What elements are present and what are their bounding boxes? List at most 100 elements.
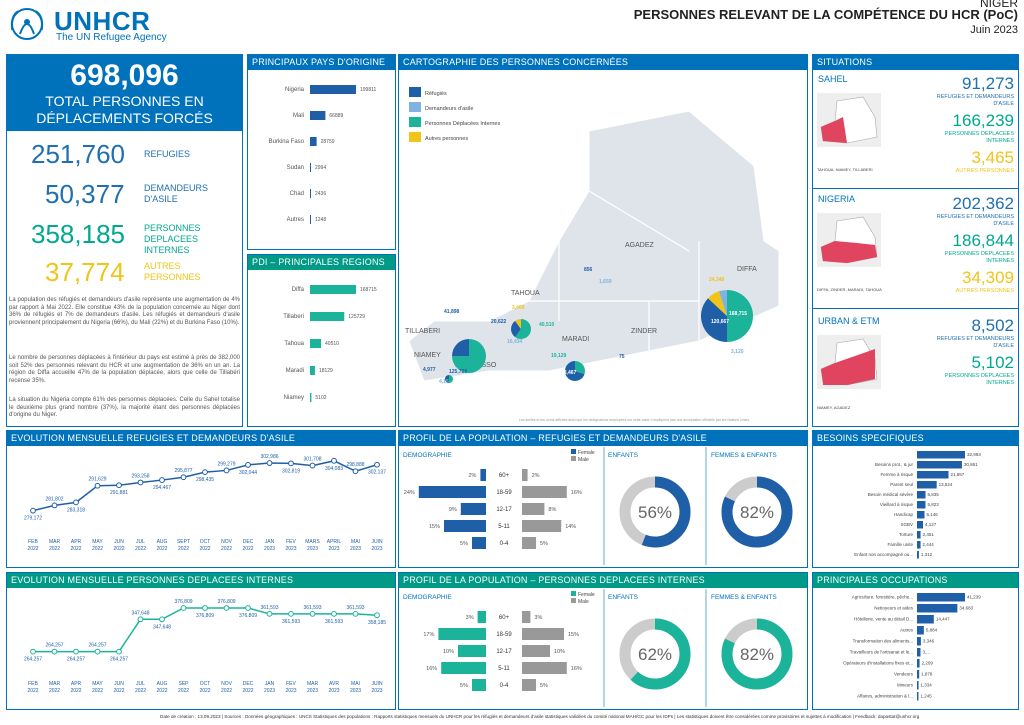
male-pct: 10% (554, 649, 565, 655)
month-label: FEV (286, 681, 296, 687)
trend-point (30, 507, 36, 514)
female-pct: 16% (426, 666, 437, 672)
kpi-pdi: 358,185 PERSONNES DEPLACEES INTERNES (7, 219, 242, 255)
female-swatch (571, 449, 576, 454)
male-bar (522, 503, 545, 515)
origin-value: 66889 (329, 113, 343, 119)
map-number: 856 (584, 267, 593, 273)
origin-bar (310, 215, 311, 224)
trend-point (309, 610, 316, 617)
ranked-label: Vieillard à risque (880, 502, 914, 507)
occupations-panel: PRINCIPALES OCCUPATIONS Agriculture, for… (812, 572, 1019, 710)
year-label: 2022 (113, 546, 124, 552)
region-borders (529, 190, 700, 351)
situation-v2: 5,102 (971, 353, 1014, 372)
ranked-bar (917, 648, 921, 657)
month-label: APR (71, 539, 82, 545)
map-number: 4,977 (423, 367, 436, 373)
occupations-chart: Agriculture, forestière, pêche... 41,239 N… (843, 593, 981, 701)
report-date: Juin 2023 (970, 24, 1018, 36)
region-label: TILLABERI (405, 328, 440, 335)
origin-chart: Nigeria 199811 Mali 66889 Burkina Faso 28759 S… (269, 85, 377, 224)
month-label: SEPT (177, 539, 190, 545)
trend-point (137, 479, 144, 486)
month-label: MAR (49, 681, 61, 687)
trend-value: 264,257 (67, 657, 85, 663)
pdi-bar (310, 393, 312, 402)
tahoua-pie (515, 319, 521, 329)
femmes-donut-value: 82% (740, 645, 774, 664)
origin-label: Nigeria (285, 87, 305, 93)
year-label: 2022 (70, 688, 81, 694)
kpi-panel: 698,096 TOTAL PERSONNES EN DÉPLACEMENTS … (6, 54, 243, 427)
female-pct: 24% (404, 490, 415, 496)
trend-value: 302,044 (239, 470, 257, 476)
ranked-value: 32,993 (967, 452, 981, 457)
ranked-label: Travailleurs de l'artisanat et le... (850, 650, 913, 655)
trend-point (288, 460, 294, 467)
situation-block: NIGERIA DIFFA, ZINDER, MARADI, TAHOUA 20… (813, 191, 1018, 309)
male-bar (522, 662, 567, 674)
male-bar (522, 520, 562, 532)
pdi-value: 5102 (315, 395, 326, 401)
ranked-bar (917, 692, 919, 701)
trend-value: 279,172 (24, 516, 42, 522)
origin-value: 2436 (315, 191, 326, 197)
trend-point (245, 462, 251, 468)
femmes-enfants-label: FEMMES & ENFANTS (711, 452, 777, 459)
age-label: 60+ (499, 615, 510, 621)
situation-l1: REFUGIES ET DEMANDEURS D'ASILE (936, 336, 1014, 349)
enfants-donut-fill (619, 618, 691, 690)
ranked-value: 2,451 (923, 532, 935, 537)
year-label: 2023 (264, 688, 275, 694)
age-label: 60+ (499, 473, 510, 479)
origin-value: 199811 (360, 87, 377, 93)
ranked-label: Opérateurs d'installations fixes et... (843, 661, 913, 666)
trend-value: 294,467 (153, 485, 171, 491)
year-label: 2023 (371, 688, 382, 694)
tahoua-pie (515, 319, 531, 339)
map-number: 20,622 (491, 319, 507, 325)
month-label: MAR (307, 681, 319, 687)
situation-name: URBAN & ETM (818, 316, 880, 326)
ranked-bar (917, 670, 920, 679)
year-label: 2022 (92, 546, 103, 552)
trend-value: 376,809 (217, 599, 235, 605)
trend-point (223, 605, 230, 611)
map-number: 4,15 (439, 379, 449, 385)
female-pct: 15% (429, 524, 440, 530)
age-label: 18-59 (496, 490, 512, 496)
pdi-bar (310, 366, 315, 375)
trend-point (331, 610, 337, 617)
region-label: DIFFA (737, 266, 757, 273)
age-label: 0-4 (500, 541, 509, 547)
origin-bar (310, 163, 311, 172)
origin-label: Burkina Faso (269, 139, 305, 145)
femmes-enfants-label: FEMMES & ENFANTS (711, 594, 777, 601)
year-label: 2022 (49, 688, 60, 694)
ranked-bar (917, 604, 958, 613)
male-swatch (571, 456, 576, 461)
year-label: 2023 (328, 546, 339, 552)
ranked-label: Vendeurs (894, 672, 914, 677)
ranked-bar (917, 659, 920, 668)
male-pct: 16% (571, 490, 582, 496)
summary-paragraph-3: La situation du Nigeria compte 61% des p… (9, 397, 240, 418)
ranked-value: 5,823 (927, 502, 939, 507)
map-number: 125,729 (449, 369, 467, 375)
pdi-label: Tillaberi (283, 314, 304, 320)
trend-point (30, 648, 36, 655)
year-label: 2022 (221, 546, 232, 552)
enfants-label: ENFANTS (608, 452, 639, 459)
map-title: CARTOGRAPHIE DES PERSONNES CONCERNÉES (399, 55, 807, 70)
month-label: DEC (243, 539, 254, 545)
age-label: 12-17 (496, 507, 512, 513)
ranked-bar (917, 471, 949, 479)
summary-paragraph-1: La population des réfugiés et demandeurs… (9, 297, 240, 326)
origin-bar (310, 137, 317, 146)
trend-value: 361,593 (346, 605, 364, 611)
trend-point (202, 469, 208, 476)
situation-l3: AUTRES PERSONNES (955, 288, 1014, 294)
month-label: JUN (114, 539, 124, 545)
